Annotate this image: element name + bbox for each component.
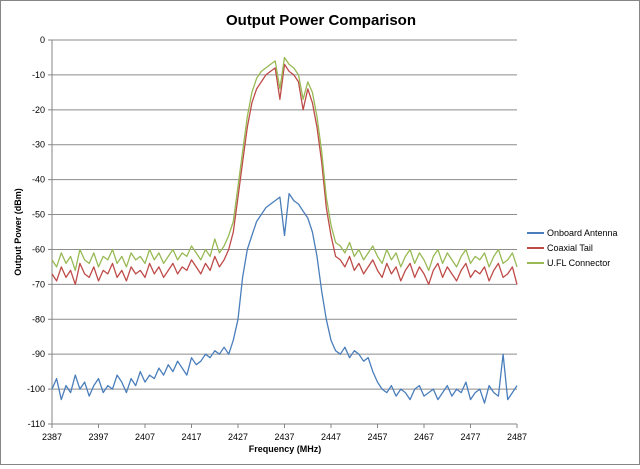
x-tick-label: 2407	[135, 432, 155, 442]
x-tick-label: 2457	[367, 432, 387, 442]
y-tick-label: -10	[32, 70, 45, 80]
y-axis-label: Output Power (dBm)	[13, 188, 23, 276]
legend-label: U.FL Connector	[547, 258, 610, 268]
legend-label: Onboard Antenna	[547, 228, 618, 238]
x-tick-label: 2467	[414, 432, 434, 442]
x-tick-label: 2417	[181, 432, 201, 442]
x-axis-label: Frequency (MHz)	[249, 444, 322, 454]
legend-label: Coaxial Tail	[547, 243, 593, 253]
x-tick-label: 2437	[274, 432, 294, 442]
y-tick-label: -90	[32, 349, 45, 359]
y-tick-label: -110	[28, 419, 45, 429]
series-line-onboard-antenna	[51, 192, 518, 404]
x-tick-label: 2387	[42, 432, 62, 442]
series-line-u-fl-connector	[51, 56, 518, 272]
y-tick-label: -30	[32, 140, 45, 150]
y-tick-label: -70	[32, 279, 45, 289]
x-tick-label: 2477	[460, 432, 480, 442]
x-tick-label: 2427	[228, 432, 248, 442]
y-tick-label: -20	[32, 105, 45, 115]
chart-title: Output Power Comparison	[226, 12, 416, 29]
x-tick-label: 2447	[321, 432, 341, 442]
y-tick-label: -100	[27, 384, 45, 394]
x-tick-label: 2487	[507, 432, 527, 442]
y-tick-label: 0	[40, 35, 45, 45]
y-tick-label: -50	[32, 210, 45, 220]
series-line-coaxial-tail	[51, 63, 518, 286]
y-tick-label: -40	[32, 175, 45, 185]
y-tick-label: -80	[32, 314, 45, 324]
y-tick-label: -60	[32, 244, 45, 254]
x-tick-label: 2397	[88, 432, 108, 442]
